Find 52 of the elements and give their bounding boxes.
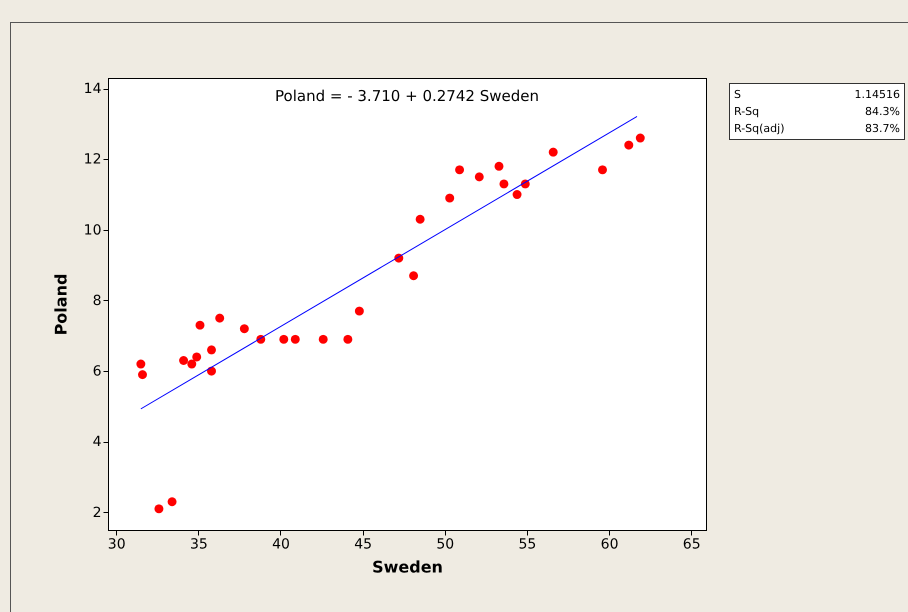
x-tick-label: 30 xyxy=(108,536,126,552)
point xyxy=(636,134,645,142)
x-tick-label: 55 xyxy=(518,536,536,552)
point xyxy=(215,314,224,323)
y-tick-label: 12 xyxy=(84,152,102,168)
point xyxy=(343,334,352,344)
point xyxy=(598,165,607,174)
point xyxy=(138,370,147,380)
text: S xyxy=(734,87,741,103)
point xyxy=(354,306,364,316)
point xyxy=(207,345,216,354)
text: 83.7% xyxy=(865,121,900,137)
text: 1.14516 xyxy=(854,87,900,103)
point xyxy=(548,148,558,157)
point xyxy=(416,214,425,224)
y-tick-label: 10 xyxy=(84,222,102,238)
point xyxy=(279,334,288,344)
point xyxy=(445,194,454,203)
point xyxy=(196,320,204,330)
point xyxy=(192,352,202,362)
x-tick-label: 40 xyxy=(272,536,290,552)
point xyxy=(455,165,464,174)
x-tick-label: 35 xyxy=(190,536,208,552)
point xyxy=(318,334,328,344)
x-tick-label: 50 xyxy=(436,536,454,552)
y-tick-label: 4 xyxy=(92,434,102,450)
point xyxy=(179,356,188,365)
point xyxy=(240,324,249,334)
point xyxy=(409,271,418,280)
point xyxy=(499,179,508,188)
point xyxy=(136,360,146,368)
point xyxy=(494,162,504,171)
x-axis-title: Sweden xyxy=(372,558,443,576)
point xyxy=(290,334,300,344)
y-tick-label: 2 xyxy=(92,504,102,521)
point xyxy=(168,497,177,506)
text: R-Sq(adj) xyxy=(734,121,784,137)
point xyxy=(187,360,196,368)
point xyxy=(512,190,522,199)
x-tick-label: 65 xyxy=(682,536,701,552)
y-tick-label: 6 xyxy=(92,364,102,380)
text: R-Sq xyxy=(734,104,760,120)
point xyxy=(154,504,164,514)
point xyxy=(624,140,634,150)
text: 84.3% xyxy=(865,104,900,120)
text: Poland = - 3.710 + 0.2742 Sweden xyxy=(275,87,539,105)
x-tick-label: 60 xyxy=(600,536,618,552)
y-axis-title: Poland xyxy=(52,274,71,336)
y-tick-label: 14 xyxy=(84,81,102,98)
point xyxy=(474,172,484,182)
y-tick-label: 8 xyxy=(92,292,102,309)
x-tick-label: 45 xyxy=(354,536,372,552)
